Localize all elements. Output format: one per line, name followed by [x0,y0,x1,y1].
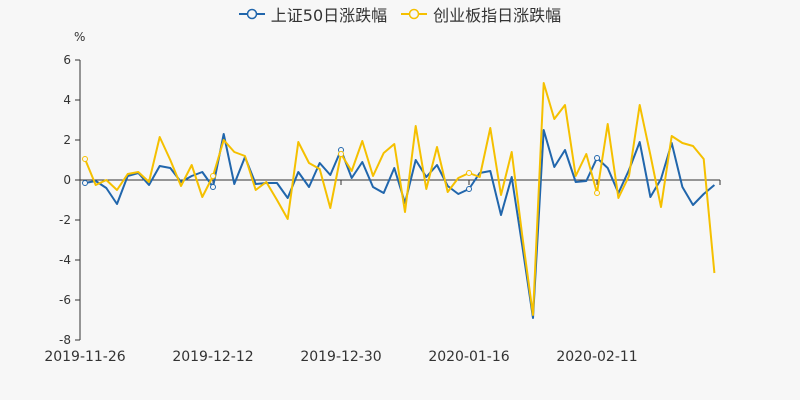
data-point-marker [594,190,601,196]
y-tick-label: 2 [63,133,71,147]
legend-item-chinext[interactable]: 创业板指日涨跌幅 [401,2,561,26]
y-tick-label: 6 [63,53,71,67]
y-tick-label: -6 [59,293,71,307]
x-tick-label: 2019-11-26 [44,349,125,365]
legend: 上证50日涨跌幅 创业板指日涨跌幅 [0,2,800,26]
legend-label: 上证50日涨跌幅 [270,6,388,25]
data-point-marker [466,170,473,176]
data-point-marker [82,156,88,162]
data-point-marker [210,184,217,190]
y-tick-label: -8 [59,333,71,347]
y-tick-label: 0 [63,173,71,187]
line-marker-icon [238,8,265,20]
y-tick-label: 4 [63,93,71,107]
series-line-1 [84,82,716,316]
data-point-marker [338,151,345,157]
y-axis-unit: % [74,30,86,44]
legend-item-sse50[interactable]: 上证50日涨跌幅 [238,2,388,26]
data-point-marker [594,155,601,161]
x-tick-label: 2020-02-11 [556,349,637,365]
legend-label: 创业板指日涨跌幅 [433,6,562,25]
series-line-0 [84,129,716,319]
x-tick-label: 2020-01-16 [428,349,509,365]
y-tick-label: -4 [59,253,71,267]
y-tick-label: -2 [59,213,71,227]
data-point-marker [82,180,88,186]
data-point-marker [210,173,217,179]
x-tick-label: 2019-12-12 [172,349,253,365]
data-point-marker [466,186,473,192]
line-marker-icon [401,8,428,20]
x-tick-label: 2019-12-30 [300,349,381,365]
